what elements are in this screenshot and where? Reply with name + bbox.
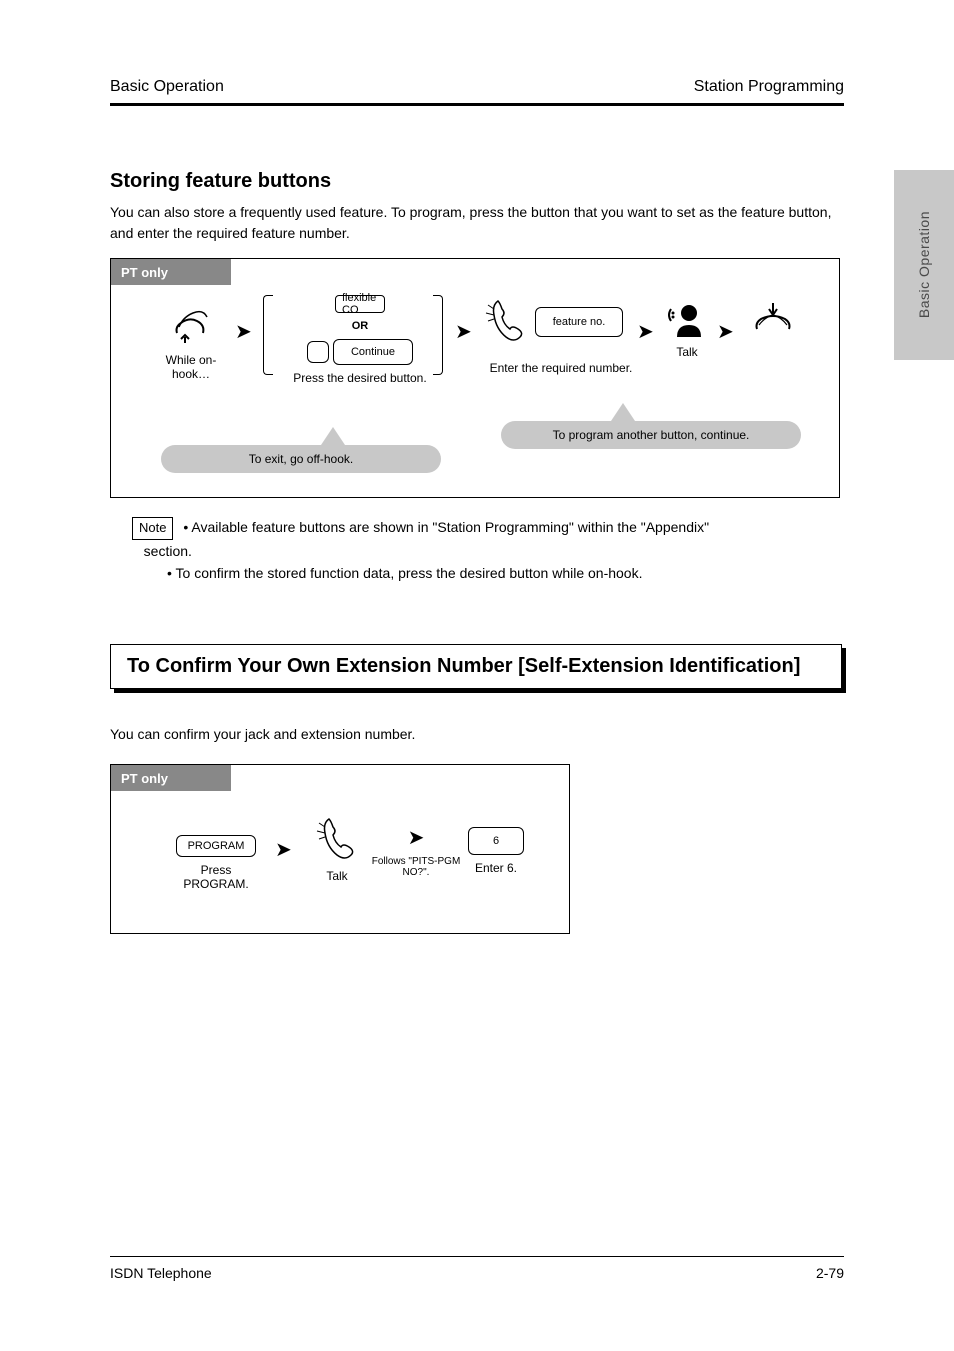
footer-left: ISDN Telephone (110, 1265, 212, 1281)
offhook-up-icon (169, 303, 213, 347)
d2-arrow2-group: ➤ Follows "PITS-PGM NO?". (371, 825, 461, 878)
pill2: To program another button, continue. (501, 421, 801, 449)
step4-label: Talk (676, 345, 697, 359)
pill1-group: To exit, go off-hook. (161, 427, 441, 473)
step3-talk-icon-group (481, 295, 531, 345)
d2-step2: Talk (307, 813, 367, 883)
section1-intro: You can also store a frequently used fea… (110, 202, 844, 244)
continue-row: Continue (307, 339, 413, 365)
pill1-pointer (321, 427, 345, 445)
diagram2-tab: PT only (111, 765, 231, 791)
onhook-down-icon (751, 301, 795, 341)
pill2-pointer (611, 403, 635, 421)
pill2-group: To program another button, continue. (501, 403, 801, 449)
step1-group: While on-hook… (151, 303, 231, 381)
pf-key-icon (307, 341, 329, 363)
flexible-co-key: flexible CO (335, 295, 385, 313)
step3-note: Enter the required number. (481, 361, 641, 375)
page-footer: ISDN Telephone 2-79 (110, 1256, 844, 1281)
d2-step3: 6 Enter 6. (461, 827, 531, 875)
step5-group (743, 301, 803, 341)
diagram1: PT only While on-hook… ➤ flexible CO OR … (110, 258, 840, 498)
or-label: OR (345, 317, 375, 335)
section1-title: Storing feature buttons (110, 170, 331, 193)
d2-arrow2-icon: ➤ (408, 825, 425, 850)
d2-arrow-note: Follows "PITS-PGM NO?". (371, 856, 461, 878)
section2-intro: You can confirm your jack and extension … (110, 724, 844, 745)
feature-no-key: feature no. (535, 307, 623, 337)
handset-talk2-icon (315, 813, 359, 863)
note-bullet2: • To confirm the stored function data, p… (132, 565, 642, 581)
note1: Note • Available feature buttons are sho… (132, 516, 834, 585)
arrow1-icon: ➤ (235, 319, 252, 344)
program-key: PROGRAM (176, 835, 256, 857)
note-label: Note (132, 517, 173, 540)
d2-arrow1-icon: ➤ (275, 837, 292, 862)
arrow3-icon: ➤ (637, 319, 654, 344)
page-header: Basic Operation Station Programming (110, 78, 844, 96)
d2-step1-label: Press PROGRAM. (171, 863, 261, 891)
d2-step1: PROGRAM Press PROGRAM. (171, 835, 261, 891)
pill1: To exit, go off-hook. (161, 445, 441, 473)
d2-step3-label: Enter 6. (475, 861, 517, 875)
step2-note: Press the desired button. (285, 371, 435, 385)
arrow2-icon: ➤ (455, 319, 472, 344)
diagram1-tab: PT only (111, 259, 231, 285)
d2-step2-label: Talk (326, 869, 347, 883)
header-rule (110, 103, 844, 106)
side-tab: Basic Operation (894, 170, 954, 360)
step1-label: While on-hook… (151, 353, 231, 381)
diagram2: PT only PROGRAM Press PROGRAM. ➤ Talk ➤ … (110, 764, 570, 934)
note-bullet1: • Available feature buttons are shown in… (132, 519, 709, 559)
footer-right: 2-79 (816, 1265, 844, 1281)
step4-group: Talk (663, 299, 711, 359)
continue-key: Continue (333, 339, 413, 365)
side-tab-label: Basic Operation (916, 211, 932, 318)
step2-inner: flexible CO OR Continue Press the desire… (285, 295, 435, 385)
handset-talk-icon (484, 295, 528, 345)
step2-bracket-group: flexible CO OR Continue Press the desire… (263, 295, 443, 375)
step3-keycap-group: feature no. (535, 307, 623, 337)
key-6: 6 (468, 827, 524, 855)
person-talk-icon (667, 299, 707, 339)
arrow4-icon: ➤ (717, 319, 734, 344)
bracket-left (263, 295, 273, 375)
big-heading: To Confirm Your Own Extension Number [Se… (110, 644, 842, 689)
header-left: Basic Operation (110, 78, 224, 96)
header-right: Station Programming (694, 78, 844, 96)
